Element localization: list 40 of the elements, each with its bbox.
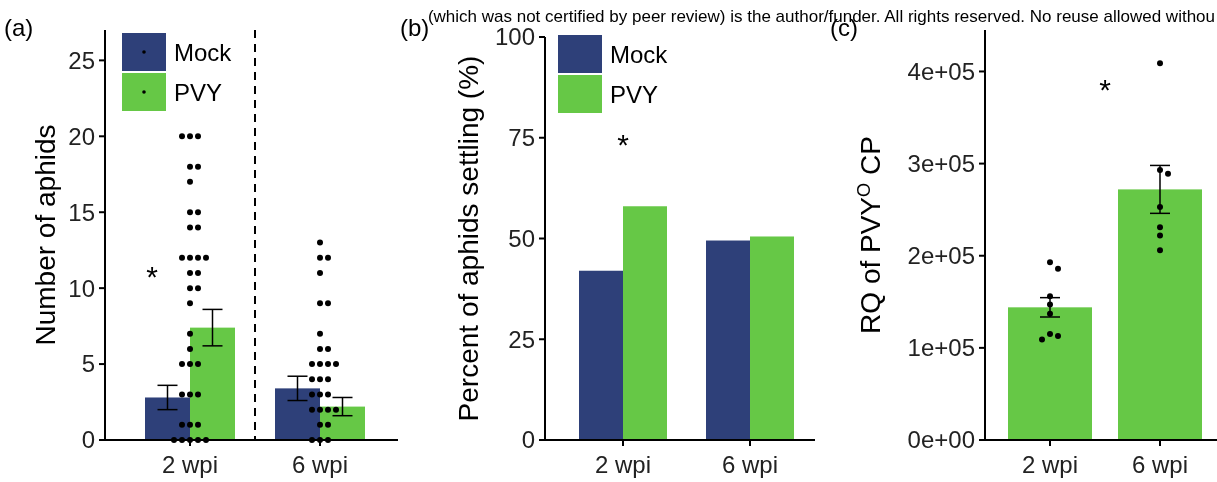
legend-label: PVY xyxy=(610,81,659,108)
annotation: * xyxy=(617,128,630,161)
x-tick-label: 2 wpi xyxy=(161,451,219,478)
bar xyxy=(145,397,190,440)
bar xyxy=(275,388,320,440)
y-axis-title: Number of aphids xyxy=(30,124,61,346)
y-tick-label: 25 xyxy=(508,325,535,353)
y-tick-label: 5 xyxy=(81,350,95,378)
y-tick-label: 20 xyxy=(68,122,95,150)
y-tick-label: 2e+05 xyxy=(907,242,975,270)
legend-label: Mock xyxy=(174,39,233,66)
y-tick-label: 50 xyxy=(508,224,535,252)
y-tick-label: 0e+00 xyxy=(907,426,975,454)
x-tick-label: 2 wpi xyxy=(1021,451,1079,478)
y-axis-title: Percent of aphids settling (%) xyxy=(453,55,484,422)
y-tick-label: 75 xyxy=(508,124,535,152)
x-tick-label: 6 wpi xyxy=(291,451,349,478)
annotation: * xyxy=(146,259,159,293)
x-tick-label: 6 wpi xyxy=(721,451,779,478)
y-tick-label: 100 xyxy=(494,23,535,51)
bar xyxy=(750,236,794,440)
y-tick-label: 0 xyxy=(81,426,95,454)
legend-label: PVY xyxy=(174,79,223,106)
bar xyxy=(706,240,750,440)
chart-title: (b) xyxy=(400,14,430,41)
y-tick-label: 4e+05 xyxy=(907,57,975,85)
y-tick-label: 3e+05 xyxy=(907,150,975,177)
chart-title: (a) xyxy=(4,14,34,41)
x-tick-label: 6 wpi xyxy=(1131,451,1189,478)
legend-label: Mock xyxy=(610,41,669,68)
annotation: * xyxy=(1099,73,1112,106)
y-tick-label: 25 xyxy=(68,46,95,74)
bar xyxy=(623,206,667,440)
y-tick-label: 0 xyxy=(521,426,535,454)
bar xyxy=(190,327,235,440)
bar xyxy=(579,270,623,440)
x-tick-label: 2 wpi xyxy=(594,451,652,478)
y-tick-label: 15 xyxy=(68,198,95,226)
y-tick-label: 1e+05 xyxy=(907,334,975,362)
y-tick-label: 10 xyxy=(68,274,95,302)
